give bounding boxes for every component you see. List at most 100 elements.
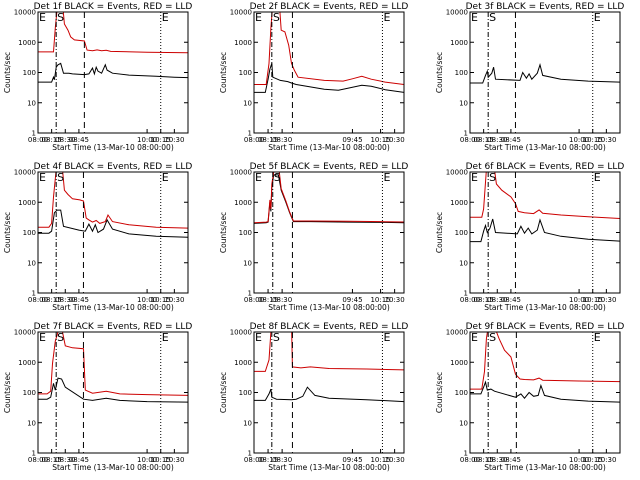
x-axis-label: Start Time (13-Mar-10 08:00:00) [52, 463, 174, 472]
x-tick-label: 08:30 [55, 456, 75, 464]
y-tick-label: 10 [243, 259, 252, 267]
y-tick-label: 1 [32, 290, 36, 298]
series-lld-line [470, 332, 620, 390]
x-tick-label: 10:00 [137, 456, 157, 464]
y-axis-label: Counts/sec [435, 212, 444, 253]
x-tick-label: 08:00 [28, 296, 48, 304]
y-tick-label: 100 [239, 389, 252, 397]
y-tick-label: 10000 [14, 329, 36, 337]
x-axis-label: Start Time (13-Mar-10 08:00:00) [484, 303, 606, 312]
x-tick-label: 09:45 [342, 296, 362, 304]
x-tick-label: 09:45 [342, 136, 362, 144]
x-tick-label: 08:45 [69, 456, 89, 464]
y-tick-label: 10000 [230, 9, 252, 17]
x-tick-label: 08:45 [501, 136, 521, 144]
x-tick-label: 08:00 [244, 456, 264, 464]
x-tick-label: 10:00 [137, 296, 157, 304]
series-events-line [470, 62, 620, 84]
x-tick-label: 08:30 [272, 456, 292, 464]
time-marker-label: E [594, 331, 601, 344]
plot-title: Det 8f BLACK = Events, RED = LLD [250, 322, 409, 332]
x-tick-label: 08:00 [28, 456, 48, 464]
y-tick-label: 10000 [14, 169, 36, 177]
plot-frame [37, 171, 189, 294]
x-tick-label: 08:00 [460, 136, 480, 144]
time-marker-label: E [471, 171, 478, 184]
plot-frame [469, 331, 621, 454]
x-tick-label: 08:30 [272, 296, 292, 304]
y-tick-label: 100 [455, 229, 468, 237]
y-axis-label: Counts/sec [3, 372, 12, 413]
y-axis-label: Counts/sec [219, 52, 228, 93]
series-events-line [254, 386, 404, 403]
x-axis-label: Start Time (13-Mar-10 08:00:00) [52, 143, 174, 152]
plot-title: Det 6f BLACK = Events, RED = LLD [466, 162, 625, 172]
y-tick-label: 10000 [446, 329, 468, 337]
x-tick-label: 08:00 [460, 296, 480, 304]
y-tick-label: 10000 [230, 329, 252, 337]
x-tick-label: 08:45 [69, 296, 89, 304]
x-tick-label: 10:30 [385, 136, 405, 144]
plot-frame [37, 11, 189, 134]
time-marker-label: E [162, 11, 169, 24]
plot-frame [253, 331, 405, 454]
x-tick-label: 08:15 [258, 456, 278, 464]
x-tick-label: 08:30 [55, 136, 75, 144]
plot-title: Det 3f BLACK = Events, RED = LLD [466, 2, 625, 12]
x-tick-label: 08:30 [55, 296, 75, 304]
series-lld-line [254, 12, 404, 85]
y-tick-label: 1 [464, 450, 468, 458]
y-tick-label: 10000 [446, 169, 468, 177]
time-marker-label: E [39, 171, 46, 184]
y-tick-label: 1000 [18, 39, 36, 47]
series-events-line [38, 62, 188, 83]
x-axis-label: Start Time (13-Mar-10 08:00:00) [484, 463, 606, 472]
plot-title: Det 4f BLACK = Events, RED = LLD [34, 162, 193, 172]
series-lld-line [254, 172, 404, 224]
time-marker-label: E [255, 11, 262, 24]
y-tick-label: 10 [243, 419, 252, 427]
x-tick-label: 10:15 [370, 136, 390, 144]
x-tick-label: 08:15 [474, 296, 494, 304]
x-tick-label: 10:15 [583, 136, 603, 144]
y-axis-label: Counts/sec [435, 372, 444, 413]
x-tick-label: 10:30 [596, 456, 616, 464]
time-marker-label: S [273, 331, 280, 344]
y-tick-label: 10000 [230, 169, 252, 177]
y-axis-label: Counts/sec [435, 52, 444, 93]
y-axis-label: Counts/sec [219, 372, 228, 413]
x-tick-label: 10:00 [137, 136, 157, 144]
x-tick-label: 08:15 [258, 136, 278, 144]
time-marker-label: E [162, 331, 169, 344]
x-tick-label: 10:30 [596, 136, 616, 144]
y-tick-label: 1 [32, 130, 36, 138]
series-events-line [38, 377, 188, 403]
y-tick-label: 1000 [450, 199, 468, 207]
plot-title: Det 2f BLACK = Events, RED = LLD [250, 2, 409, 12]
x-axis-label: Start Time (13-Mar-10 08:00:00) [52, 303, 174, 312]
time-marker-label: E [255, 331, 262, 344]
time-marker-label: S [273, 11, 280, 24]
y-tick-label: 100 [23, 229, 36, 237]
y-tick-label: 100 [23, 389, 36, 397]
time-marker-label: S [274, 171, 281, 184]
series-events-line [470, 218, 620, 243]
x-tick-label: 10:15 [583, 456, 603, 464]
time-marker-label: E [471, 331, 478, 344]
y-tick-label: 10 [27, 419, 36, 427]
x-tick-label: 10:15 [151, 136, 171, 144]
x-tick-label: 08:15 [42, 136, 62, 144]
x-tick-label: 08:00 [244, 296, 264, 304]
x-tick-label: 08:15 [42, 296, 62, 304]
y-tick-label: 100 [23, 69, 36, 77]
time-marker-label: S [489, 11, 496, 24]
time-marker-label: S [57, 11, 64, 24]
x-tick-label: 08:15 [474, 456, 494, 464]
time-marker-label: E [594, 11, 601, 24]
